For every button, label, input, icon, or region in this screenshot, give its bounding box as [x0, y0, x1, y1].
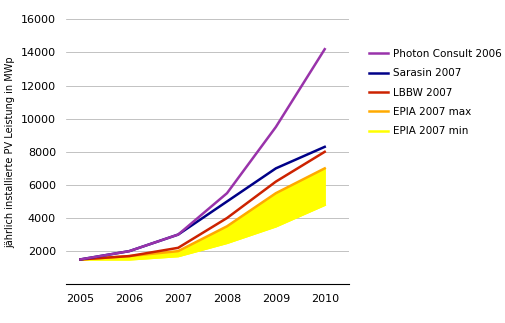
Legend: Photon Consult 2006, Sarasin 2007, LBBW 2007, EPIA 2007 max, EPIA 2007 min: Photon Consult 2006, Sarasin 2007, LBBW … — [365, 46, 503, 140]
Y-axis label: jährlich installierte PV Leistung in MWp: jährlich installierte PV Leistung in MWp — [6, 56, 15, 248]
